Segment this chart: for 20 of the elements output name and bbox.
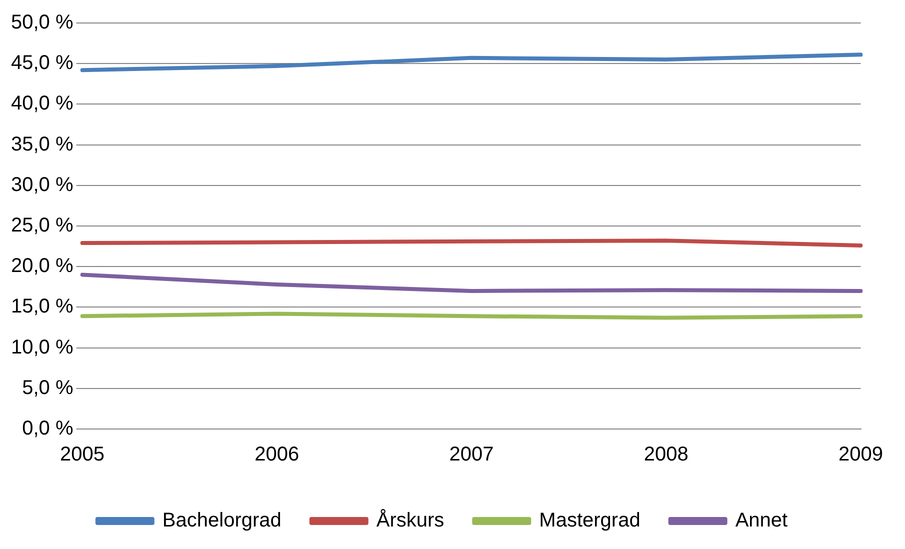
y-tick-label: 15,0 % bbox=[11, 296, 74, 318]
x-tick-label: 2008 bbox=[644, 444, 688, 466]
y-tick-label: 5,0 % bbox=[22, 376, 74, 399]
legend-label: Mastergrad bbox=[539, 510, 640, 532]
legend-label: Annet bbox=[735, 510, 788, 532]
y-tick-label: 30,0 % bbox=[11, 174, 74, 196]
y-tick-label: 35,0 % bbox=[11, 133, 74, 156]
x-tick-label: 2009 bbox=[838, 444, 884, 466]
y-tick-label: 0,0 % bbox=[22, 418, 74, 440]
legend-label: Årskurs bbox=[376, 508, 444, 532]
x-tick-label: 2005 bbox=[60, 444, 105, 466]
x-tick-label: 2007 bbox=[449, 444, 494, 466]
y-tick-label: 50,0 % bbox=[11, 12, 74, 34]
y-tick-label: 10,0 % bbox=[11, 336, 74, 358]
legend-label: Bachelorgrad bbox=[162, 510, 282, 532]
x-tick-label: 2006 bbox=[254, 444, 300, 466]
y-tick-label: 25,0 % bbox=[11, 214, 74, 237]
y-tick-label: 20,0 % bbox=[11, 255, 74, 278]
y-tick-label: 40,0 % bbox=[11, 92, 74, 115]
y-tick-label: 45,0 % bbox=[11, 52, 74, 74]
